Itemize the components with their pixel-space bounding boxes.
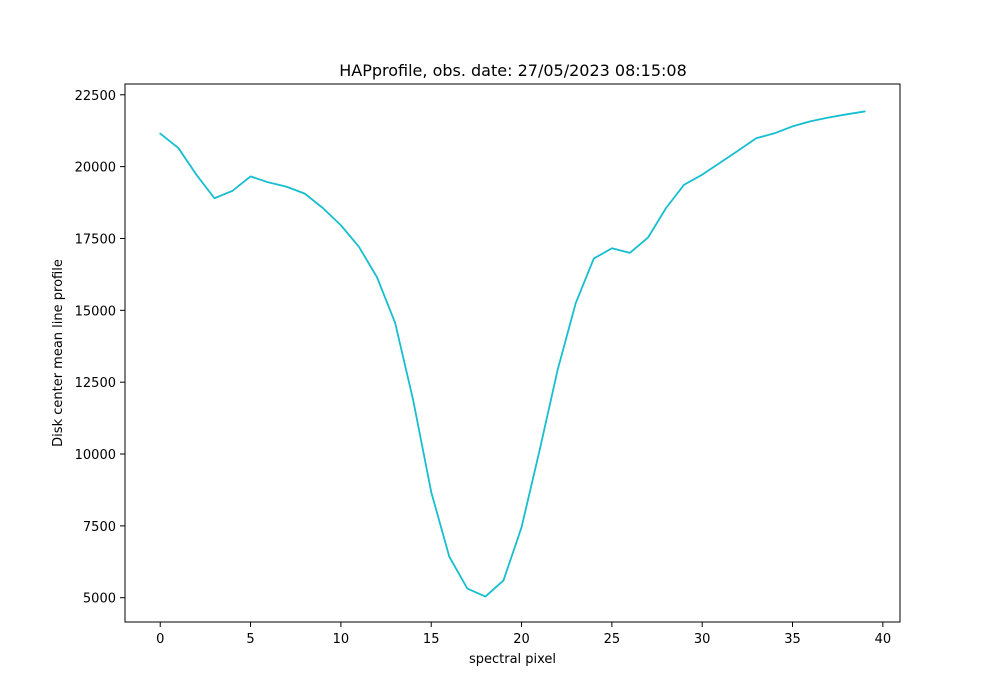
plot-frame <box>124 83 901 623</box>
x-tick-label: 10 <box>333 632 350 647</box>
y-axis-title: Disk center mean line profile <box>51 259 66 447</box>
x-tick-label: 5 <box>246 632 254 647</box>
y-tick-label: 15000 <box>75 304 116 319</box>
x-tick-label: 20 <box>513 632 530 647</box>
x-axis-title: spectral pixel <box>469 652 556 667</box>
y-tick-label: 5000 <box>83 592 116 607</box>
x-tick-label: 35 <box>784 632 801 647</box>
x-tick-label: 0 <box>156 632 164 647</box>
y-tick-label: 12500 <box>75 376 116 391</box>
x-tick-label: 40 <box>875 632 892 647</box>
y-tick-label: 17500 <box>75 232 116 247</box>
plot-area: 0 5 10 15 20 25 30 35 40 5000 7500 10000 12500 15000 1… <box>75 89 891 647</box>
chart-title: HAPprofile, obs. date: 27/05/2023 08:15:… <box>339 61 687 80</box>
x-tick-label: 15 <box>423 632 440 647</box>
x-tick-label: 30 <box>694 632 711 647</box>
y-tick-label: 22500 <box>75 89 116 104</box>
y-tick-label: 20000 <box>75 161 116 176</box>
x-tick-label: 25 <box>604 632 621 647</box>
y-tick-label: 10000 <box>75 448 116 463</box>
series-line <box>159 110 866 598</box>
y-tick-label: 7500 <box>83 520 116 535</box>
